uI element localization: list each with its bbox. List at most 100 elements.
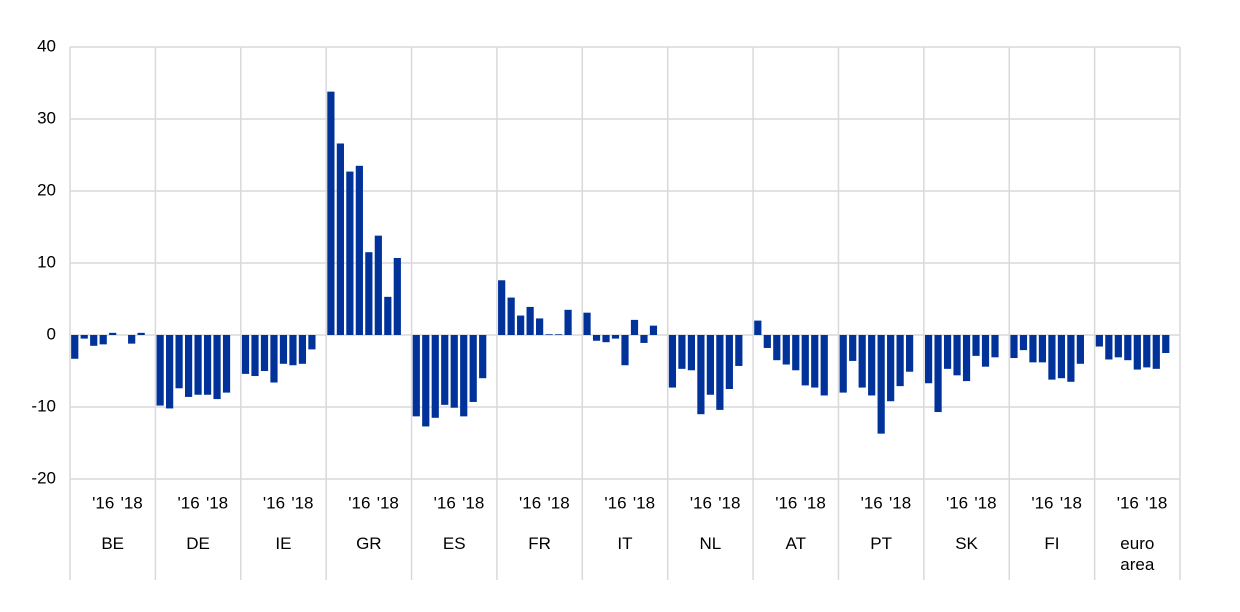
bar: [194, 335, 202, 395]
x-sub-label: '18: [377, 493, 399, 512]
bar: [877, 335, 885, 434]
bar: [450, 335, 458, 408]
bar: [393, 257, 401, 335]
x-sub-label: '16: [348, 493, 370, 512]
bar: [640, 335, 648, 343]
bar: [289, 335, 297, 366]
bar: [1152, 335, 1160, 369]
x-sub-label: '16: [178, 493, 200, 512]
bar: [460, 335, 468, 417]
bar: [773, 335, 781, 361]
bar: [422, 335, 430, 427]
bar: [792, 335, 800, 371]
group-label: BE: [101, 534, 125, 553]
bar: [782, 335, 790, 365]
group-label: PT: [870, 534, 892, 553]
bar: [801, 335, 809, 386]
y-tick-label: 0: [47, 324, 56, 343]
bar: [697, 335, 705, 415]
bar: [981, 335, 990, 367]
bar: [536, 318, 544, 335]
x-sub-label: '16: [92, 493, 114, 512]
bar: [1095, 335, 1103, 347]
group-label: ES: [442, 534, 466, 553]
y-tick-label: 20: [37, 180, 56, 199]
bar: [241, 335, 250, 374]
bar: [517, 315, 525, 335]
bar: [1076, 335, 1084, 364]
x-sub-label: '16: [775, 493, 797, 512]
x-sub-label: '18: [1145, 493, 1167, 512]
bar: [716, 335, 724, 410]
y-tick-label: 30: [37, 108, 56, 127]
x-sub-label: '18: [462, 493, 484, 512]
bar: [564, 309, 572, 335]
bar: [109, 332, 117, 335]
bar: [678, 335, 686, 369]
bar: [630, 319, 639, 335]
bar: [469, 335, 477, 402]
x-sub-label: '18: [1060, 493, 1082, 512]
bar: [156, 335, 164, 406]
bar: [346, 171, 354, 335]
group-label: GR: [356, 534, 382, 553]
bar: [1029, 335, 1037, 363]
bar: [441, 335, 449, 405]
bar: [1105, 335, 1113, 360]
bar: [99, 335, 107, 345]
y-tick-label: 10: [37, 252, 56, 271]
bar: [90, 335, 98, 346]
bar: [839, 335, 847, 393]
x-sub-label: '18: [974, 493, 996, 512]
bar: [279, 335, 288, 364]
x-sub-label: '18: [121, 493, 143, 512]
bar: [1067, 335, 1075, 382]
bar: [80, 335, 88, 339]
x-sub-label: '16: [1117, 493, 1139, 512]
bar: [924, 335, 933, 384]
bar: [849, 335, 857, 361]
bar: [943, 335, 952, 369]
x-sub-label: '18: [548, 493, 570, 512]
group-label: FR: [528, 534, 551, 553]
bar: [554, 334, 563, 335]
x-sub-label: '16: [263, 493, 285, 512]
bar: [260, 335, 269, 371]
x-sub-label: '16: [861, 493, 883, 512]
bar: [128, 335, 136, 344]
bar: [374, 235, 382, 335]
bar: [820, 335, 828, 396]
bar: [972, 335, 980, 356]
bar: [251, 335, 259, 377]
group-label: euro area: [1120, 534, 1155, 574]
bar: [1010, 335, 1018, 359]
x-sub-label: '18: [291, 493, 313, 512]
bar: [868, 335, 876, 396]
bar: [507, 297, 515, 335]
x-sub-label: '16: [519, 493, 541, 512]
bar: [687, 335, 696, 371]
bar: [621, 335, 629, 366]
y-tick-label: -20: [31, 468, 56, 487]
x-sub-label: '18: [804, 493, 826, 512]
bar: [270, 335, 278, 383]
bar: [668, 335, 677, 388]
group-label: SK: [955, 534, 978, 553]
group-label: DE: [186, 534, 210, 553]
bar: [1057, 335, 1066, 379]
group-label: AT: [785, 534, 806, 553]
bar: [754, 320, 762, 335]
bar: [858, 335, 866, 388]
bar: [498, 280, 506, 335]
bar: [71, 335, 79, 359]
bar: [602, 335, 610, 343]
bar: [1019, 335, 1028, 351]
bar: [1133, 335, 1141, 370]
bar: [991, 335, 999, 358]
group-label: IE: [275, 534, 292, 553]
x-sub-label: '16: [1031, 493, 1053, 512]
bar: [811, 335, 819, 388]
x-sub-label: '18: [718, 493, 740, 512]
